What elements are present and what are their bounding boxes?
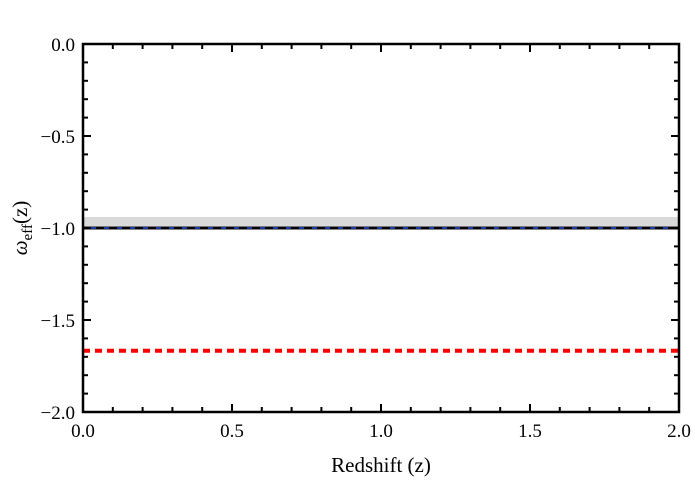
shaded-band	[83, 216, 679, 227]
y-axis-title-suffix: (z)	[8, 201, 32, 224]
y-tick-label: −1.5	[41, 311, 75, 332]
y-tick-label: −2.0	[41, 403, 75, 424]
x-axis-title: Redshift (z)	[331, 453, 431, 477]
y-axis-title-base: ω	[8, 240, 32, 255]
band-layer	[83, 216, 679, 227]
x-tick-label: 0.0	[71, 421, 95, 442]
series-layer	[83, 226, 679, 353]
x-tick-label: 1.0	[369, 421, 393, 442]
y-axis-title: ωeff(z)	[8, 201, 36, 256]
x-tick-label: 2.0	[667, 421, 691, 442]
y-tick-labels: 0.0 −0.5 −1.0 −1.5 −2.0	[41, 35, 75, 424]
y-tick-label: −0.5	[41, 127, 75, 148]
plot-frame	[81, 42, 681, 414]
y-tick-label: −1.0	[41, 219, 75, 240]
x-tick-label: 1.5	[518, 421, 542, 442]
x-tick-label: 0.5	[220, 421, 244, 442]
y-axis-title-subscript: eff	[20, 224, 36, 240]
y-tick-label: 0.0	[51, 35, 75, 56]
x-tick-labels: 0.0 0.5 1.0 1.5 2.0	[71, 421, 691, 442]
